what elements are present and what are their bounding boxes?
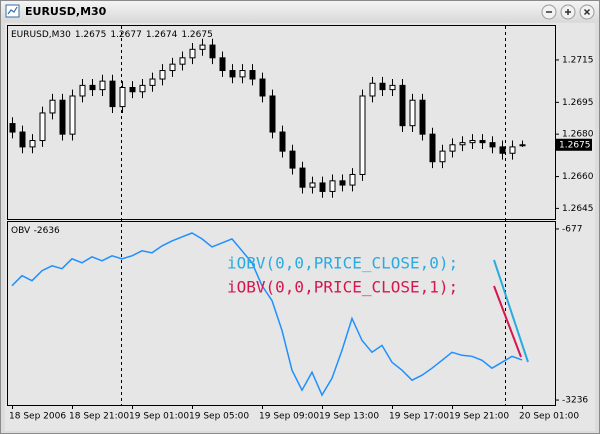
chart-layer: 1.2715 1.2695 1.2680 1.2660 1.2645 1.2675 18 S…: [9, 38, 594, 422]
candle-body: [109, 80, 116, 108]
candle-body: [149, 78, 156, 86]
x-tick-label: 19 Sep 17:00: [389, 412, 449, 422]
candle-body: [429, 133, 436, 163]
candle-body: [189, 48, 196, 59]
y-tick-label: 1.2645: [562, 204, 594, 214]
annotation: iOBV(0,0,PRICE_CLOSE,1);: [227, 278, 458, 297]
window-title: EURUSD,M30: [25, 5, 107, 18]
annotation-arrow: [493, 259, 529, 363]
x-tick-label: 19 Sep 21:00: [449, 412, 509, 422]
x-tick-label: 18 Sep 2006: [9, 412, 66, 422]
x-tick-label: 19 Sep 09:00: [259, 412, 319, 422]
candle-body: [469, 140, 476, 144]
candle-body: [499, 146, 506, 154]
candle-body: [439, 150, 446, 163]
candle-body: [249, 70, 256, 80]
candle-body: [309, 182, 316, 188]
candle-body: [299, 167, 306, 188]
candle-body: [169, 63, 176, 72]
annotation: iOBV(0,0,PRICE_CLOSE,0);: [227, 254, 458, 273]
candle-body: [39, 112, 46, 142]
y-tick-label: 1.2660: [562, 172, 594, 182]
title-bar: [1, 1, 599, 22]
candle-body: [99, 80, 106, 91]
minimize-button[interactable]: [541, 4, 557, 20]
header-open: 1.2675: [75, 30, 107, 40]
candle-body: [349, 173, 356, 186]
window-icon-glyph: [7, 6, 18, 15]
candle-body: [199, 44, 206, 50]
close-button[interactable]: [579, 4, 595, 20]
annotation-arrow: [493, 285, 522, 358]
candle-body: [239, 70, 246, 78]
candle-body: [339, 180, 346, 186]
candle-body: [489, 142, 496, 148]
candle-body: [289, 150, 296, 169]
obv-panel: [7, 221, 556, 406]
candle-body: [19, 131, 26, 148]
indicator-name: OBV: [11, 226, 31, 236]
header-close: 1.2675: [181, 30, 213, 40]
x-tick-label: 19 Sep 13:00: [319, 412, 379, 422]
y-tick-label: -677: [562, 224, 582, 234]
candle-body: [419, 99, 426, 135]
price-header: EURUSD,M30 1.2675 1.2677 1.2674 1.2675: [11, 30, 213, 40]
candle-body: [29, 140, 36, 148]
candle-body: [279, 131, 286, 152]
candle-body: [159, 70, 166, 80]
candle-body: [269, 95, 276, 133]
x-tick-label: 20 Sep 01:00: [519, 412, 579, 422]
x-tick-label: 19 Sep 01:00: [129, 412, 189, 422]
candle-body: [459, 142, 466, 146]
price-tag: 1.2675: [559, 140, 591, 150]
candle-body: [129, 87, 136, 93]
candle-body: [319, 182, 326, 192]
x-tick-label: 18 Sep 21:00: [69, 412, 129, 422]
candle-body: [9, 123, 16, 133]
obv-header: OBV -2636: [11, 226, 60, 236]
candle-body: [359, 95, 366, 175]
header-high: 1.2677: [110, 30, 142, 40]
candle-body: [209, 44, 216, 59]
candle-body: [409, 99, 416, 127]
candle-body: [59, 99, 66, 135]
candle-body: [229, 70, 236, 78]
y-tick-label: 1.2680: [562, 130, 594, 140]
y-tick-label: 1.2715: [562, 55, 594, 65]
candle-body: [399, 84, 406, 127]
maximize-button[interactable]: [560, 4, 576, 20]
x-tick-label: 19 Sep 05:00: [189, 412, 249, 422]
candle-body: [509, 146, 516, 154]
candle-body: [379, 82, 386, 91]
candle-body: [389, 84, 396, 91]
candle-body: [139, 84, 146, 93]
price-panel: [7, 25, 556, 220]
candle-body: [49, 99, 56, 114]
candle-body: [369, 82, 376, 97]
obv-line: [11, 232, 523, 397]
candle-body: [179, 57, 186, 65]
candle-body: [219, 57, 226, 72]
candle-body: [119, 87, 126, 108]
indicator-value: -2636: [34, 226, 60, 236]
candle-body: [79, 84, 86, 97]
candle-body: [449, 144, 456, 152]
candle-body: [519, 144, 526, 147]
candle-body: [69, 95, 76, 135]
symbol: EURUSD,M30: [11, 30, 71, 40]
price-tag-bg: [556, 138, 592, 151]
y-tick-label: 1.2695: [562, 98, 594, 108]
y-tick-label: -3236: [562, 396, 588, 406]
candle-body: [89, 84, 96, 91]
candle-body: [329, 180, 336, 192]
candle-body: [479, 140, 486, 144]
candle-body: [259, 78, 266, 97]
header-low: 1.2674: [146, 30, 178, 40]
